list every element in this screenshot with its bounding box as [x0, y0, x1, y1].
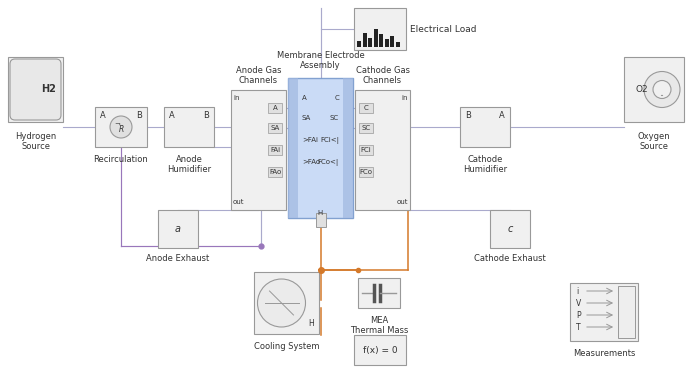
Text: c: c	[507, 224, 513, 234]
Bar	[363, 33, 367, 47]
Text: V: V	[576, 298, 581, 307]
Text: FCo<|: FCo<|	[318, 158, 339, 165]
Text: C: C	[334, 95, 339, 101]
Bar	[158, 210, 198, 248]
Bar	[618, 286, 635, 338]
Text: Recirculation: Recirculation	[94, 155, 148, 164]
Bar	[315, 213, 326, 227]
Bar	[395, 42, 400, 47]
Circle shape	[653, 80, 671, 99]
Bar	[268, 145, 282, 155]
Text: R: R	[118, 124, 124, 133]
Text: A: A	[100, 110, 106, 119]
Text: SA: SA	[270, 125, 280, 131]
Text: out: out	[233, 199, 244, 205]
Text: B: B	[136, 110, 142, 119]
Bar	[268, 103, 282, 113]
Bar	[460, 107, 510, 147]
Bar	[374, 29, 377, 47]
Bar	[359, 145, 373, 155]
Circle shape	[644, 71, 680, 108]
Text: A: A	[169, 110, 175, 119]
Bar	[570, 283, 638, 341]
Text: A: A	[302, 95, 307, 101]
Text: f(x) = 0: f(x) = 0	[363, 346, 397, 355]
Text: Anode
Humidifier: Anode Humidifier	[167, 155, 211, 174]
Text: Oxygen
Source: Oxygen Source	[638, 132, 670, 151]
Bar	[624, 57, 684, 122]
Text: FCi<|: FCi<|	[320, 136, 339, 144]
Bar	[358, 278, 400, 308]
Text: FAo: FAo	[269, 169, 281, 175]
Text: Measurements: Measurements	[573, 349, 635, 358]
Text: Hydrogen
Source: Hydrogen Source	[15, 132, 56, 151]
Text: in: in	[402, 95, 408, 101]
Bar	[288, 78, 353, 218]
Text: Anode Gas
Channels: Anode Gas Channels	[236, 66, 281, 85]
Text: Cathode Exhaust: Cathode Exhaust	[474, 254, 546, 263]
Circle shape	[258, 279, 306, 327]
Bar	[357, 41, 361, 47]
Bar	[354, 335, 406, 365]
Text: Membrane Electrode
Assembly: Membrane Electrode Assembly	[276, 51, 365, 70]
Text: FCo: FCo	[360, 169, 372, 175]
Bar	[354, 8, 406, 50]
Text: Cathode
Humidifier: Cathode Humidifier	[463, 155, 507, 174]
Bar	[288, 78, 298, 218]
Text: SC: SC	[361, 125, 370, 131]
Text: P: P	[576, 310, 580, 319]
FancyBboxPatch shape	[10, 59, 61, 120]
Text: H: H	[318, 210, 323, 216]
Bar	[343, 78, 353, 218]
Text: B: B	[465, 110, 471, 119]
Bar	[359, 123, 373, 133]
Bar	[95, 107, 147, 147]
Text: H: H	[308, 319, 314, 328]
Text: Cooling System: Cooling System	[254, 342, 319, 351]
Text: FCi: FCi	[361, 147, 372, 153]
Bar	[390, 36, 394, 47]
Bar	[359, 103, 373, 113]
Text: B: B	[203, 110, 209, 119]
Text: a: a	[175, 224, 181, 234]
Bar	[8, 57, 63, 122]
Text: T: T	[576, 323, 580, 332]
Text: in: in	[233, 95, 239, 101]
Text: SC: SC	[330, 115, 339, 121]
Text: i: i	[576, 287, 578, 296]
Text: Cathode Gas
Channels: Cathode Gas Channels	[356, 66, 409, 85]
Bar	[254, 272, 319, 334]
Bar	[268, 123, 282, 133]
Bar	[268, 167, 282, 177]
Text: SA: SA	[302, 115, 311, 121]
Bar	[164, 107, 214, 147]
Text: ¬: ¬	[114, 122, 120, 128]
Bar	[379, 34, 383, 47]
Text: Anode Exhaust: Anode Exhaust	[146, 254, 209, 263]
Text: O2: O2	[636, 85, 649, 94]
Text: C: C	[363, 105, 368, 111]
Circle shape	[110, 116, 132, 138]
Text: MEA
Thermal Mass: MEA Thermal Mass	[350, 316, 408, 335]
Text: H2: H2	[42, 85, 56, 94]
Text: A: A	[273, 105, 278, 111]
Text: >FAo: >FAo	[302, 159, 320, 165]
Text: A: A	[499, 110, 505, 119]
Text: >FAi: >FAi	[302, 137, 318, 143]
Bar	[231, 90, 286, 210]
Text: Electrical Load: Electrical Load	[410, 25, 477, 34]
Bar	[368, 38, 372, 47]
Bar	[490, 210, 530, 248]
Bar	[355, 90, 410, 210]
Bar	[359, 167, 373, 177]
Text: FAi: FAi	[270, 147, 280, 153]
Bar	[384, 39, 388, 47]
Text: out: out	[397, 199, 408, 205]
